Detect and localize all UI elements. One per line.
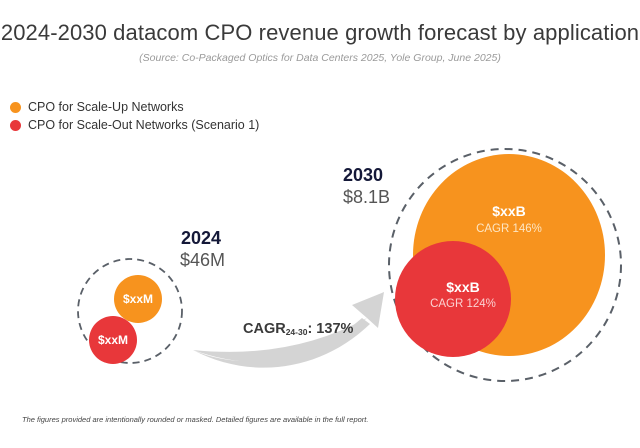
bubble-2030-scale-out-label: $xxB — [446, 279, 479, 295]
overall-cagr-label: CAGR24-30: 137% — [243, 321, 354, 337]
legend-item-scale-out: CPO for Scale-Out Networks (Scenario 1) — [10, 116, 259, 134]
year-2030-label: 2030 — [343, 165, 384, 185]
growth-arrow — [193, 292, 384, 363]
year-2024-total: $46M — [180, 250, 226, 270]
legend-label: CPO for Scale-Out Networks (Scenario 1) — [28, 118, 260, 132]
bubble-2030-scale-up-label: $xxB — [492, 203, 525, 219]
legend: CPO for Scale-Up Networks CPO for Scale-… — [10, 98, 259, 134]
bubble-2024-scale-up-label: $xxM — [123, 292, 153, 306]
bubble-2024-scale-out — [89, 316, 137, 364]
overall-cagr-prefix: CAGR — [243, 321, 286, 337]
legend-item-scale-up: CPO for Scale-Up Networks — [10, 98, 259, 116]
chart-subtitle: (Source: Co-Packaged Optics for Data Cen… — [139, 52, 501, 64]
bubble-2024-scale-up — [114, 275, 162, 323]
bubble-2030-scale-out — [395, 241, 511, 357]
legend-label: CPO for Scale-Up Networks — [28, 100, 184, 114]
year-2024-label: 2024 — [181, 228, 222, 248]
growth-arrow-body — [193, 318, 370, 368]
legend-dot-icon — [10, 101, 21, 113]
overall-cagr-period: 24-30 — [286, 327, 308, 337]
legend-dot-icon — [10, 119, 21, 131]
group-2030-dashed-boundary — [388, 148, 622, 382]
bubble-2030-scale-up-cagr: CAGR 146% — [476, 223, 542, 235]
overall-cagr-value: : 137% — [307, 321, 353, 337]
footnote: The figures provided are intentionally r… — [22, 415, 369, 424]
bubble-2030-scale-out-cagr: CAGR 124% — [430, 298, 496, 310]
group-2024-dashed-boundary — [77, 258, 183, 364]
chart-title: 2024-2030 datacom CPO revenue growth for… — [0, 20, 640, 45]
bubble-2024-scale-out-label: $xxM — [98, 333, 128, 347]
year-2030-total: $8.1B — [343, 187, 391, 207]
